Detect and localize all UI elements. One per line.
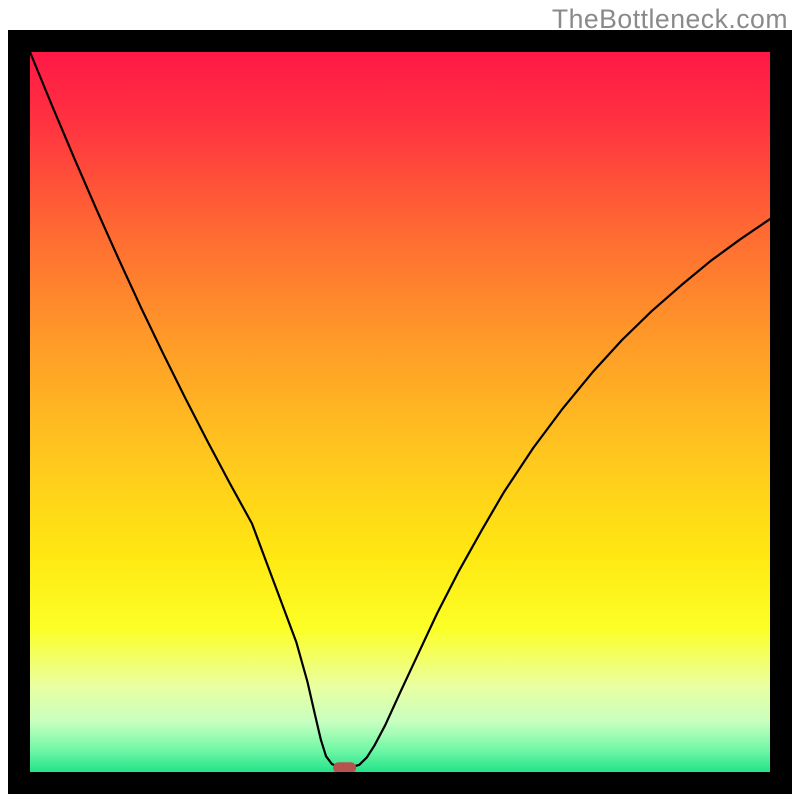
bottleneck-curve (30, 52, 770, 772)
chart-border-bottom (8, 772, 792, 794)
chart-border-left (8, 30, 30, 794)
watermark-text: TheBottleneck.com (552, 4, 788, 35)
chart-border-right (770, 30, 792, 794)
curve-path (30, 52, 770, 768)
